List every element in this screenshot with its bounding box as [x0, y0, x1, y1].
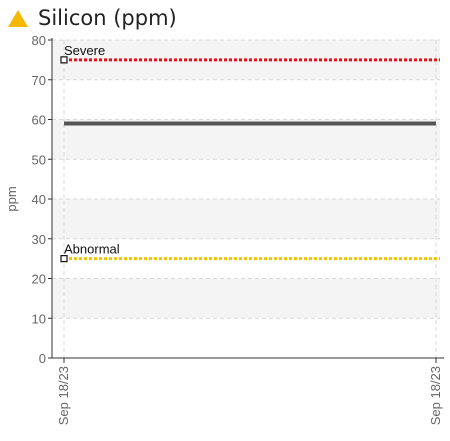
- y-tick-label: 50: [32, 152, 46, 167]
- y-axis-label: ppm: [4, 186, 19, 211]
- plot-band: [52, 119, 440, 160]
- chart-header: Silicon (ppm): [8, 4, 177, 32]
- x-tick-label: Sep 18/23: [56, 366, 71, 425]
- y-tick-label: 80: [32, 33, 46, 48]
- y-tick-label: 0: [39, 351, 46, 366]
- y-tick-label: 20: [32, 272, 46, 287]
- y-tick-label: 70: [32, 73, 46, 88]
- x-tick-label: Sep 18/23: [428, 366, 443, 425]
- warning-triangle-icon: [8, 9, 28, 27]
- threshold-label: Severe: [64, 43, 105, 58]
- threshold-marker: [60, 56, 68, 64]
- y-tick-label: 60: [32, 113, 46, 128]
- y-tick-label: 30: [32, 232, 46, 247]
- y-tick-label: 10: [32, 311, 46, 326]
- y-tick-label: 40: [32, 192, 46, 207]
- chart-title: Silicon (ppm): [38, 6, 177, 30]
- plot-band: [52, 199, 440, 239]
- threshold-label: Abnormal: [64, 242, 120, 257]
- threshold-marker: [60, 255, 68, 263]
- plot-band: [52, 278, 440, 319]
